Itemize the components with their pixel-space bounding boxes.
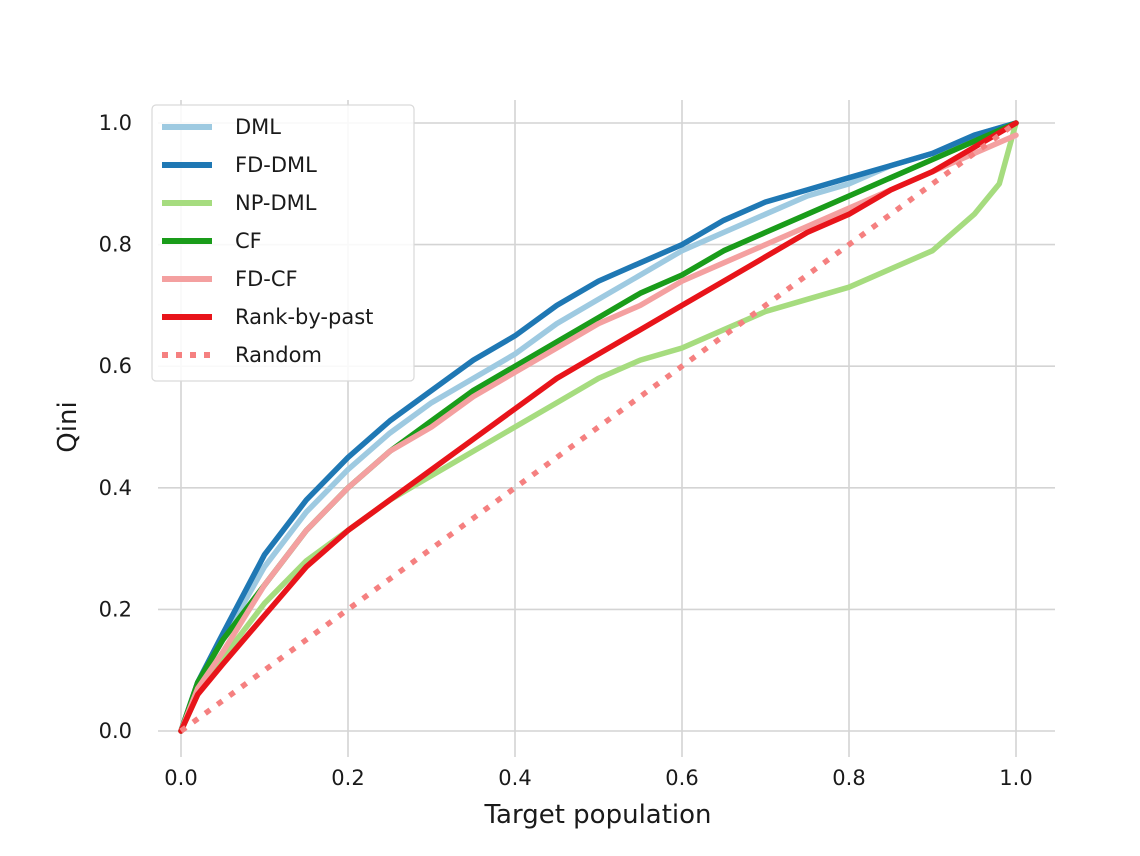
series-line-np-dml [178, 120, 1019, 734]
legend-label: NP-DML [235, 191, 317, 215]
x-tick-label: 0.4 [498, 766, 531, 790]
series-line-dml [178, 120, 1019, 734]
legend: DML FD-DML NP-DML CF FD-CF Rank-by-past Random [151, 104, 415, 382]
x-tick-label: 0.6 [665, 766, 698, 790]
y-tick-label: 0.4 [99, 476, 132, 500]
legend-label: FD-DML [235, 153, 317, 177]
x-axis-label: Target population [483, 800, 711, 830]
legend-label: Random [235, 343, 322, 367]
legend-label: Rank-by-past [235, 305, 373, 329]
x-tick-label: 0.2 [331, 766, 364, 790]
y-tick-label: 1.0 [99, 111, 132, 135]
series-line-rank-by-past [178, 120, 1019, 734]
tick-labels: 0.0 0.2 0.4 0.6 0.8 1.0 0.0 0.2 0.4 0.6 0.8 1.0 [99, 111, 1033, 790]
y-tick-label: 0.2 [99, 597, 132, 621]
series-line-fd-dml [178, 120, 1019, 734]
legend-box [151, 104, 415, 382]
x-tick-label: 0.8 [832, 766, 865, 790]
x-tick-label: 1.0 [999, 766, 1032, 790]
legend-label: FD-CF [235, 267, 298, 291]
legend-label: DML [235, 115, 281, 139]
series-lines [178, 120, 1019, 734]
y-tick-label: 0.6 [99, 354, 132, 378]
x-tick-label: 0.0 [164, 766, 197, 790]
series-line-random [179, 120, 1018, 734]
y-tick-label: 0.0 [99, 719, 132, 743]
y-axis-label: Qini [53, 401, 83, 452]
y-tick-label: 0.8 [99, 233, 132, 257]
legend-label: CF [235, 229, 262, 253]
